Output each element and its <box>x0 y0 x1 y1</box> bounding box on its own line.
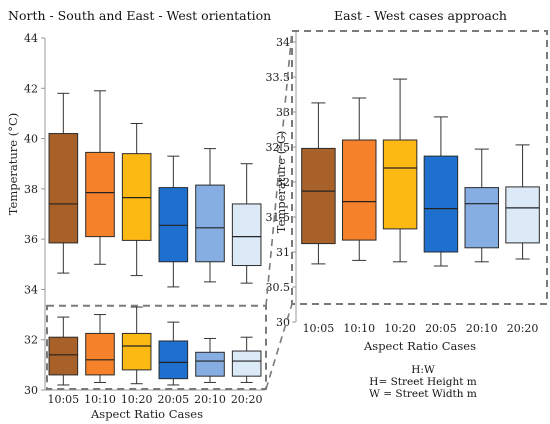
right-chart-title: East - West cases approach <box>334 8 507 23</box>
right-x-tick-label: 10:05 <box>303 322 335 335</box>
zoom-connector-bottom <box>265 303 293 390</box>
left-zoom-frame <box>46 304 267 390</box>
left-x-tick-label: 20:05 <box>157 393 189 406</box>
left-box-bottom-1010 <box>85 332 115 376</box>
right-y-tick-label: 33 <box>276 106 290 119</box>
right-box-1010 <box>342 139 377 241</box>
left-x-tick-label: 20:10 <box>194 393 226 406</box>
right-x-tick-label: 20:05 <box>425 322 457 335</box>
note-height: H= Street Height m <box>369 376 477 388</box>
left-box-top-2005 <box>158 187 189 263</box>
left-x-tick-label: 10:20 <box>121 393 153 406</box>
right-y-tick-label: 33.5 <box>266 71 291 84</box>
right-box-1020 <box>382 139 418 230</box>
left-y-tick-label: 40 <box>24 133 38 146</box>
left-x-axis-label: Aspect Ratio Cases <box>90 407 203 421</box>
left-box-bottom-2005 <box>158 340 189 380</box>
right-x-tick-label: 20:10 <box>466 322 498 335</box>
right-x-tick-label: 20:20 <box>507 322 539 335</box>
left-box-bottom-2010 <box>195 351 225 377</box>
left-box-bottom-1005 <box>48 336 79 376</box>
right-y-axis-label: Temperature (°C) <box>274 131 288 234</box>
left-box-top-1020 <box>121 153 152 241</box>
note-width: W = Street Width m <box>369 388 477 400</box>
left-y-tick-label: 36 <box>24 233 38 246</box>
left-y-axis-label: Temperature (°C) <box>6 113 20 216</box>
right-box-1005 <box>301 147 336 245</box>
left-box-top-1010 <box>85 151 115 238</box>
zoom-connector-top <box>265 30 293 306</box>
right-x-axis-label: Aspect Ratio Cases <box>363 339 476 353</box>
right-y-tick-label: 31 <box>276 246 290 259</box>
right-box-2010 <box>464 187 499 249</box>
right-y-tick-label: 30.5 <box>266 281 291 294</box>
left-box-top-2020 <box>231 203 262 267</box>
left-box-bottom-2020 <box>231 350 262 377</box>
left-box-top-2010 <box>195 184 225 263</box>
left-x-tick-label: 10:10 <box>84 393 116 406</box>
left-x-tick-label: 20:20 <box>231 393 263 406</box>
left-box-bottom-1020 <box>121 332 152 371</box>
right-y-tick-label: 32.5 <box>266 141 291 154</box>
left-x-tick-label: 10:05 <box>47 393 79 406</box>
right-y-tick-label: 32 <box>276 176 290 189</box>
left-y-tick-label: 38 <box>24 183 38 196</box>
left-y-tick-label: 42 <box>24 82 38 95</box>
right-y-tick-label: 31.5 <box>266 211 291 224</box>
left-box-top-1005 <box>48 133 79 244</box>
left-y-tick-label: 34 <box>24 283 38 296</box>
notes: H:W H= Street Height m W = Street Width … <box>343 364 503 400</box>
right-x-tick-label: 10:10 <box>343 322 375 335</box>
right-x-tick-label: 10:20 <box>384 322 416 335</box>
right-box-2020 <box>505 186 540 244</box>
right-box-2005 <box>423 155 459 253</box>
right-y-tick-label: 34 <box>276 36 290 49</box>
left-y-tick-label: 44 <box>24 32 38 45</box>
left-y-tick-label: 32 <box>24 334 38 347</box>
note-hw: H:W <box>411 364 435 376</box>
left-chart-title: North - South and East - West orientatio… <box>8 8 272 23</box>
left-y-tick-label: 30 <box>24 384 38 397</box>
